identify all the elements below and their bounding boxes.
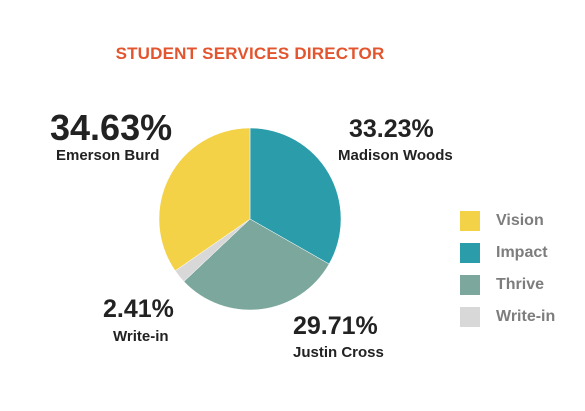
vision-candidate-label: Emerson Burd: [56, 147, 160, 164]
chart-title: STUDENT SERVICES DIRECTOR: [115, 44, 385, 63]
writein-percent-label: 2.41%: [103, 295, 174, 323]
legend-label-impact: Impact: [496, 244, 548, 261]
legend-item-thrive: Thrive: [460, 275, 544, 295]
thrive-percent-label: 29.71%: [293, 312, 378, 340]
legend-label-thrive: Thrive: [496, 276, 545, 293]
legend-swatch-vision: [460, 211, 480, 231]
legend-item-impact: Impact: [460, 243, 548, 263]
legend-label-vision: Vision: [496, 212, 544, 229]
writein-candidate-label: Write-in: [113, 328, 169, 345]
pie-slice-vision: [158, 127, 251, 272]
vision-percent-label: 34.63%: [50, 107, 173, 148]
legend-swatch-thrive: [460, 275, 480, 295]
legend-label-writein: Write-in: [496, 308, 556, 325]
impact-percent-label: 33.23%: [349, 115, 434, 143]
legend-swatch-writein: [460, 307, 480, 327]
pie-slice-impact: [249, 127, 342, 265]
impact-candidate-label: Madison Woods: [338, 147, 453, 164]
pie-slice-thrive: [183, 218, 330, 311]
thrive-candidate-label: Justin Cross: [293, 344, 384, 361]
legend-swatch-impact: [460, 243, 480, 263]
legend-item-writein: Write-in: [460, 307, 555, 327]
legend-item-vision: Vision: [460, 211, 544, 231]
